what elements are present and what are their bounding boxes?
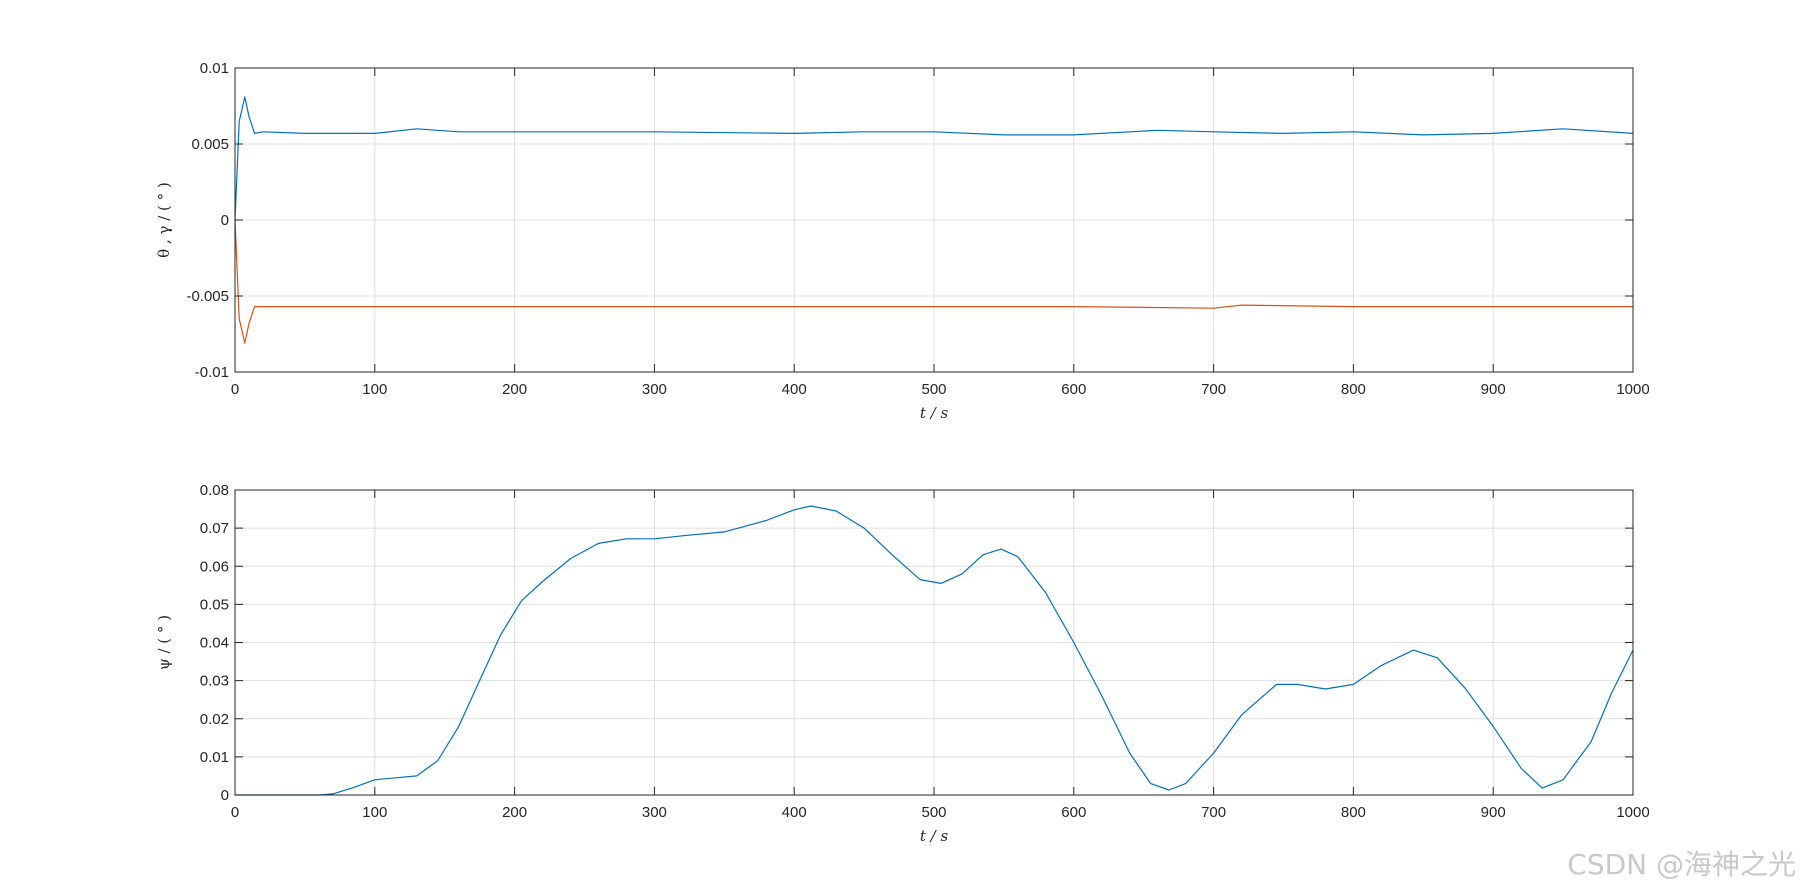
x-tick-label: 800	[1341, 381, 1366, 398]
y-axis-label: ψ / ( ° )	[155, 615, 173, 670]
y-tick-label: 0.01	[200, 749, 229, 766]
x-axis-label: t / s	[920, 827, 949, 845]
x-tick-label: 600	[1061, 804, 1086, 821]
y-tick-label: -0.005	[186, 288, 229, 305]
x-tick-label: 600	[1061, 381, 1086, 398]
x-tick-label: 100	[362, 381, 387, 398]
series-line-2	[234, 219, 1633, 344]
axes-yaw: 0 100 200 300 400 500 600 700 800 900 1000 0 0.01 0.0…	[155, 482, 1650, 845]
y-tick-label: 0.02	[200, 711, 229, 728]
x-tick-label: 500	[921, 381, 946, 398]
x-tick-label: 900	[1481, 804, 1506, 821]
watermark: CSDN @海神之光	[1567, 848, 1796, 881]
y-tick-label: 0.05	[200, 596, 229, 613]
y-tick-label: 0.03	[200, 673, 229, 690]
x-tick-label: 200	[502, 804, 527, 821]
series-line-1	[235, 505, 1634, 796]
series-line-1	[234, 96, 1634, 221]
y-tick-label: 0	[221, 212, 229, 229]
x-tick-label: 0	[231, 381, 239, 398]
y-tick-label: 0.005	[191, 136, 229, 153]
x-tick-label: 700	[1201, 381, 1226, 398]
x-tick-label: 800	[1341, 804, 1366, 821]
y-tick-label: 0.07	[200, 520, 229, 537]
axes-pitch-roll: 0 100 200 300 400 500 600 700 800 900 1000 -0.01 -0.…	[155, 60, 1650, 422]
x-axis-label: t / s	[920, 404, 949, 422]
x-tick-label: 700	[1201, 804, 1226, 821]
y-tick-label: 0.06	[200, 558, 229, 575]
y-tick-label: 0	[221, 787, 229, 804]
x-tick-label: 400	[782, 381, 807, 398]
y-tick-label: 0.04	[200, 635, 229, 652]
x-tick-label: 100	[362, 804, 387, 821]
x-tick-label: 400	[782, 804, 807, 821]
x-tick-label: 900	[1481, 381, 1506, 398]
x-tick-label: 300	[642, 804, 667, 821]
y-tick-label: -0.01	[195, 364, 229, 381]
x-tick-label: 0	[231, 804, 239, 821]
x-tick-label: 300	[642, 381, 667, 398]
x-tick-label: 1000	[1616, 381, 1649, 398]
y-tick-label: 0.01	[200, 60, 229, 77]
y-axis-label: θ , γ / ( ° )	[155, 182, 173, 258]
x-tick-label: 1000	[1616, 804, 1649, 821]
x-tick-label: 200	[502, 381, 527, 398]
x-tick-label: 500	[921, 804, 946, 821]
y-tick-label: 0.08	[200, 482, 229, 499]
